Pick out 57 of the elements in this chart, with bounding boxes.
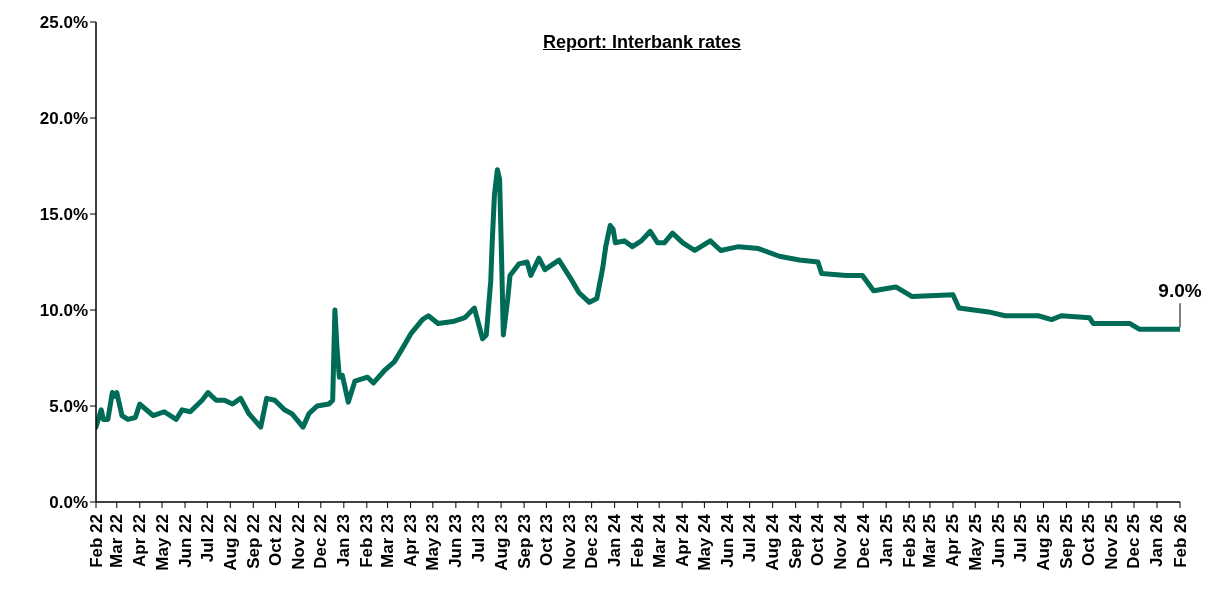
x-tick-label: Jul 24 [740,513,760,563]
annotation: 9.0% [1158,280,1202,302]
x-tick-label: Feb 24 [628,513,648,568]
x-tick-label: Oct 23 [536,514,556,566]
x-tick-label: Jul 25 [1010,514,1030,563]
x-tick-label: Aug 23 [491,514,511,571]
x-tick-label: May 22 [152,514,172,571]
y-tick-label: 10.0% [39,301,88,321]
x-tick-label: Apr 25 [943,514,963,567]
x-tick-label: Jan 26 [1147,514,1167,567]
y-tick-label: 20.0% [39,109,88,129]
x-tick-label: Apr 23 [401,514,421,567]
x-tick-label: Jan 23 [334,514,354,567]
y-tick-label: 15.0% [39,205,88,225]
x-tick-label: Nov 25 [1102,514,1122,570]
y-tick-label: 0.0% [49,493,88,513]
x-tick-label: Aug 22 [220,514,240,571]
x-tick-label: Nov 24 [831,513,851,570]
y-tick-label: 25.0% [39,13,88,33]
x-tick-label: Mar 24 [649,513,669,568]
x-tick-label: Sep 25 [1056,514,1076,569]
x-tick-label: Sep 23 [514,514,534,569]
x-tick-label: Dec 23 [582,514,602,569]
x-tick-label: Aug 24 [763,513,783,571]
text: Report: Interbank rates [541,32,742,53]
x-tick-label: Sep 22 [243,514,263,569]
x-tick-label: Apr 24 [672,513,692,567]
x-tick-label: Oct 25 [1079,514,1099,566]
x-tick-label: Dec 22 [311,514,331,569]
x-tick-label: Jun 23 [446,514,466,568]
x-tick-label: Oct 24 [808,513,828,566]
x-tick-label: Nov 22 [289,514,309,570]
x-tick-label: Aug 25 [1033,514,1053,571]
x-tick-label: May 23 [423,514,443,571]
x-tick-label: Mar 23 [378,514,398,568]
x-tick-label: Feb 23 [357,514,377,568]
x-tick-label: Nov 23 [559,514,579,570]
x-tick-label: Jan 24 [605,513,625,567]
x-tick-label: Feb 22 [86,514,106,568]
x-tick-label: Apr 22 [130,514,150,567]
x-tick-label: Feb 26 [1170,514,1190,568]
x-tick-label: Sep 24 [786,513,806,569]
x-tick-label: Oct 22 [266,514,286,566]
x-tick-label: Jun 22 [175,514,195,568]
x-tick-label: Jun 24 [717,513,737,568]
x-tick-label: Mar 22 [107,514,127,568]
x-tick-label: Mar 25 [920,514,940,568]
x-tick-label: May 24 [694,513,714,571]
x-tick-label: Jan 25 [876,514,896,567]
x-tick-label: Jul 23 [468,514,488,563]
x-tick-label: Jun 25 [988,514,1008,568]
x-tick-label: Jul 22 [197,514,217,563]
x-tick-label: Feb 25 [899,514,919,568]
x-tick-label: May 25 [965,514,985,571]
x-tick-label: Dec 24 [853,513,873,569]
y-tick-label: 5.0% [49,397,88,417]
x-tick-label: Dec 25 [1124,514,1144,569]
